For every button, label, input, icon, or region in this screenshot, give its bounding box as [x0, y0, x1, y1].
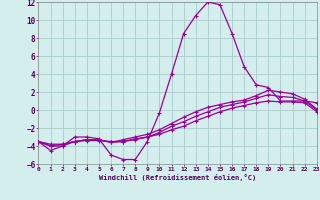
- X-axis label: Windchill (Refroidissement éolien,°C): Windchill (Refroidissement éolien,°C): [99, 174, 256, 181]
